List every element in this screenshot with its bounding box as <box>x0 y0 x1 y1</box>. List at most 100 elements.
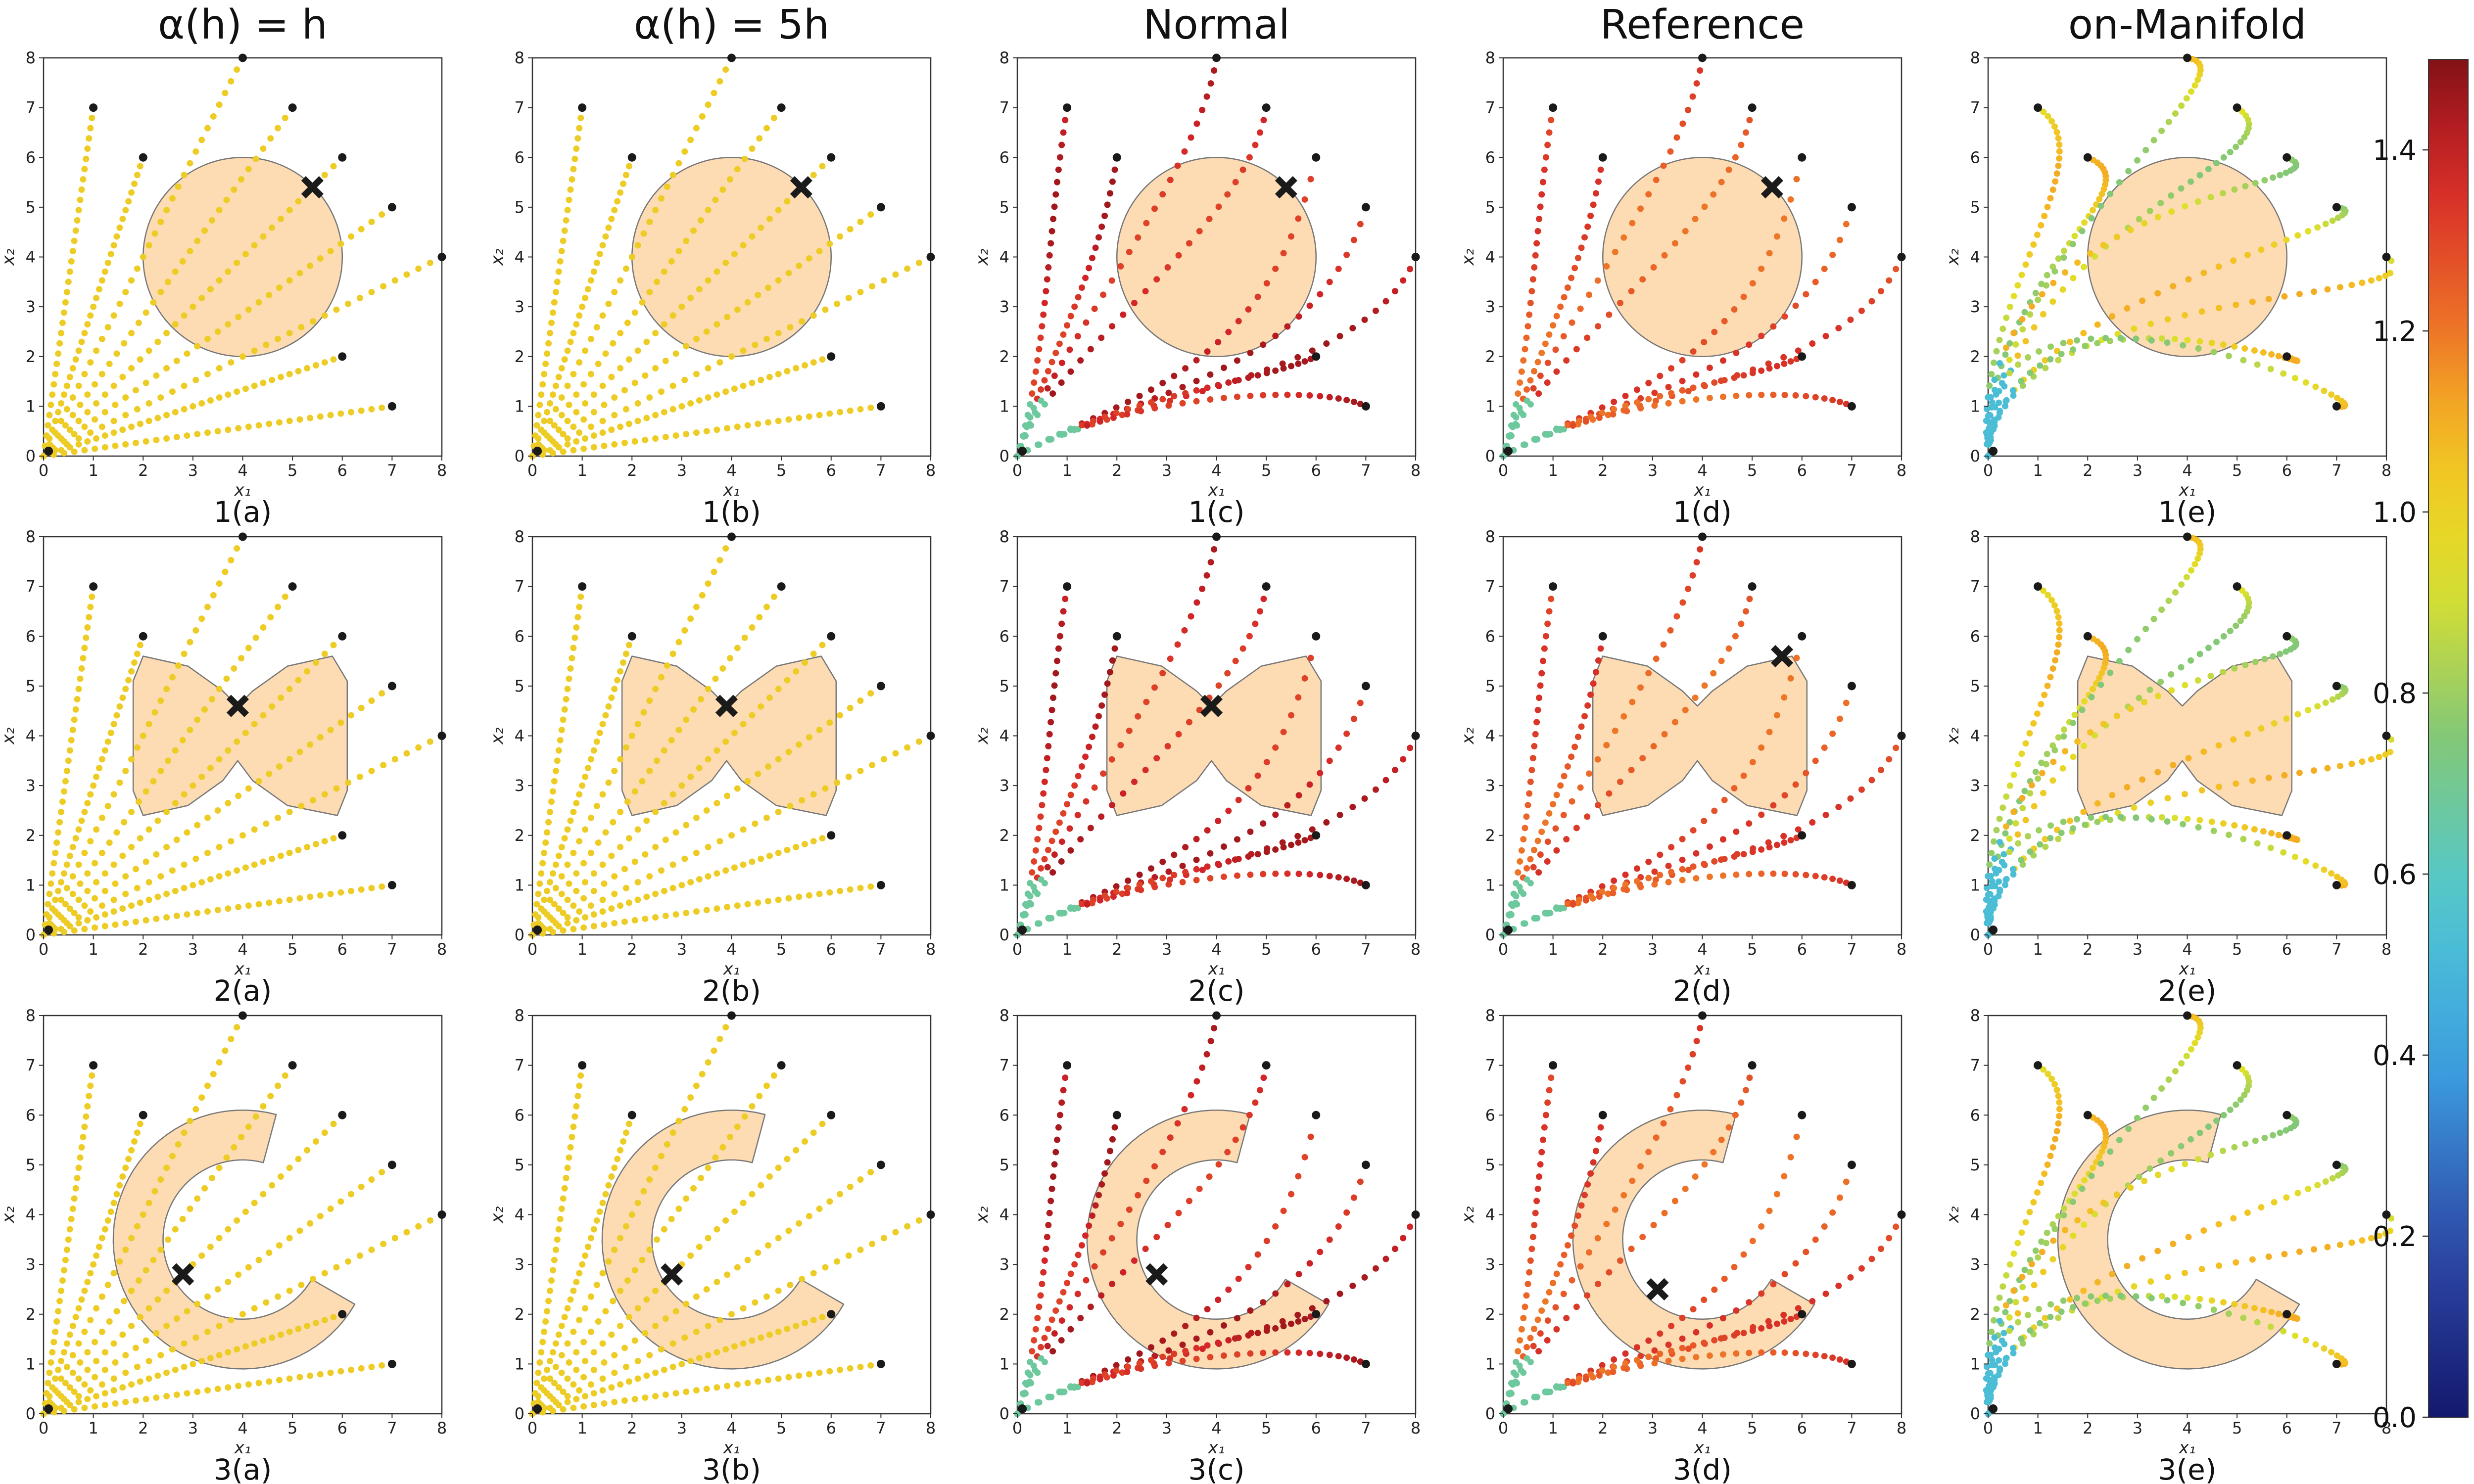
trajectory-point <box>787 803 794 810</box>
trajectory-point <box>643 338 650 345</box>
trajectory-point <box>2134 1114 2141 1121</box>
initial-point <box>387 203 396 212</box>
trajectory-point <box>1203 93 1210 100</box>
trajectory-point <box>1109 1281 1116 1288</box>
trajectory-point <box>564 1398 571 1405</box>
trajectory-point <box>712 1154 719 1161</box>
trajectory-point <box>724 792 731 799</box>
trajectory-point <box>1204 348 1211 355</box>
trajectory-point <box>77 401 84 408</box>
x-tick-label: 1 <box>88 461 98 480</box>
x-tick-label: 6 <box>1311 1419 1321 1438</box>
trajectory-point <box>1284 802 1291 809</box>
trajectory-point <box>574 614 581 621</box>
trajectory-point <box>1263 1238 1270 1245</box>
trajectory-point <box>2006 1314 2013 1321</box>
initial-point <box>89 103 98 112</box>
trajectory-point <box>304 365 311 371</box>
initial-point <box>338 831 347 840</box>
trajectory-point <box>810 1270 817 1277</box>
trajectory-point <box>1781 215 1788 222</box>
trajectory-point <box>1701 1340 1708 1346</box>
trajectory-point <box>1111 1124 1118 1131</box>
trajectory-point <box>1246 1112 1253 1118</box>
trajectory-point <box>1211 546 1218 553</box>
trajectory-point <box>611 1398 618 1405</box>
trajectory-point <box>763 335 770 342</box>
trajectory-point <box>72 227 79 234</box>
y-tick-label: 3 <box>1485 297 1495 316</box>
trajectory-point <box>1679 877 1686 883</box>
trajectory-point <box>1125 406 1132 413</box>
trajectory-point <box>1858 1265 1865 1272</box>
trajectory-point <box>1553 1270 1560 1277</box>
trajectory-point <box>669 1363 676 1370</box>
trajectory-point <box>1527 377 1534 384</box>
trajectory-point <box>2296 769 2303 776</box>
trajectory-point <box>110 1387 117 1394</box>
trajectory-point <box>1143 220 1150 227</box>
trajectory-point <box>2043 761 2049 768</box>
trajectory-point <box>266 1249 273 1256</box>
trajectory-point <box>1272 846 1279 853</box>
trajectory-point <box>1280 1323 1287 1330</box>
trajectory-point <box>1770 870 1777 877</box>
trajectory-point <box>113 1308 120 1315</box>
trajectory-point <box>1569 1277 1575 1284</box>
y-tick-label: 3 <box>515 297 524 316</box>
y-tick-label: 5 <box>999 677 1009 696</box>
trajectory-point <box>1306 392 1313 399</box>
y-tick-label: 3 <box>1485 1255 1495 1274</box>
trajectory-point <box>225 905 232 912</box>
trajectory-point <box>544 1308 551 1315</box>
trajectory-point <box>1235 1334 1242 1341</box>
trajectory-point <box>58 896 65 903</box>
trajectory-point <box>304 668 311 675</box>
trajectory-point <box>282 1072 288 1079</box>
trajectory-point <box>672 911 679 918</box>
trajectory-point <box>1803 1350 1809 1357</box>
trajectory-point <box>87 791 94 798</box>
trajectory-point <box>2185 276 2192 283</box>
trajectory-point <box>266 770 273 777</box>
trajectory-point <box>658 1346 665 1353</box>
trajectory-point <box>617 277 624 284</box>
trajectory-point <box>260 379 267 386</box>
trajectory-point <box>576 1387 583 1394</box>
trajectory-2 <box>1500 1112 1606 1417</box>
trajectory-point <box>1078 1380 1085 1387</box>
trajectory-point <box>368 406 375 413</box>
trajectory-point <box>681 376 688 383</box>
trajectory-point <box>255 1256 262 1263</box>
trajectory-point <box>579 782 586 789</box>
trajectory-point <box>1193 1314 1200 1321</box>
trajectory-point <box>1595 323 1602 330</box>
trajectory-point <box>837 712 844 719</box>
trajectory-point <box>154 338 161 345</box>
trajectory-point <box>793 668 800 675</box>
trajectory-point <box>845 1252 852 1259</box>
x-tick-label: 3 <box>677 461 687 480</box>
trajectory-point <box>80 176 87 183</box>
trajectory-point <box>634 826 641 833</box>
initial-point <box>437 253 446 261</box>
trajectory-point <box>228 1035 235 1042</box>
initial-point <box>387 682 396 691</box>
trajectory-point <box>2079 1185 2086 1192</box>
trajectory-point <box>1544 838 1551 845</box>
trajectory-point <box>194 1195 201 1202</box>
trajectory-point <box>582 773 589 780</box>
trajectory-point <box>1060 331 1067 338</box>
trajectory-point <box>566 1359 572 1366</box>
trajectory-point <box>1542 633 1549 640</box>
trajectory-point <box>1041 778 1048 785</box>
trajectory-point <box>1537 1330 1544 1337</box>
trajectory-point <box>1679 357 1686 364</box>
trajectory-point <box>1179 1357 1186 1364</box>
y-tick-label: 2 <box>999 347 1009 366</box>
trajectory-point <box>1611 877 1618 884</box>
trajectory-point <box>235 1271 242 1278</box>
trajectory-point <box>1110 415 1117 421</box>
trajectory-point <box>1272 1290 1279 1297</box>
trajectory-point <box>1029 869 1036 876</box>
